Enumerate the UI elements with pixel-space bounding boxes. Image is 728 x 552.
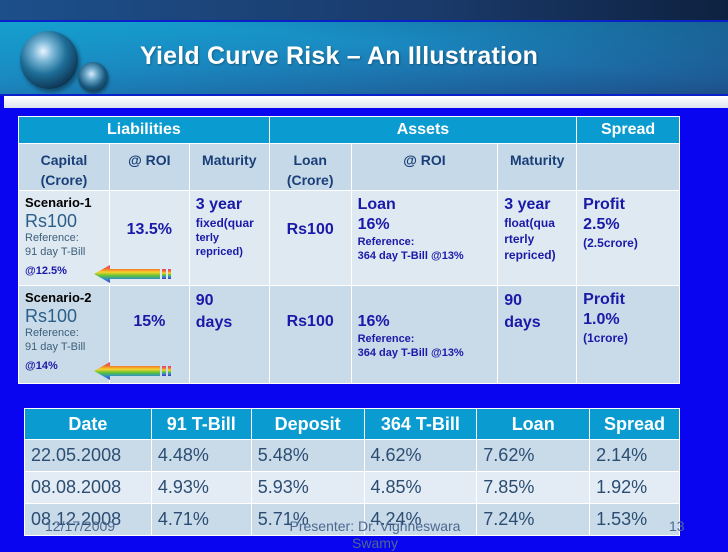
- subheader-spread: [576, 143, 680, 191]
- asset-roi-cell: 16% Reference: 364 day T-Bill @13%: [350, 285, 499, 384]
- rainbow-arrow-left-icon: [94, 265, 171, 283]
- title-underline-bar: [4, 96, 728, 108]
- header-deposit: Deposit: [250, 408, 365, 440]
- scenario-table: Liabilities Assets Spread Capital (Crore…: [18, 116, 680, 384]
- table-row: 22.05.2008 4.48% 5.48% 4.62% 7.62% 2.14%: [24, 439, 680, 472]
- loan-cell: Rs100: [268, 190, 352, 286]
- table-row: 08.12.2008 4.71% 5.71% 4.24% 7.24% 1.53%: [24, 503, 680, 536]
- subheader-loan: Loan (Crore): [268, 143, 352, 191]
- spread-cell: Profit 1.0% (1crore): [576, 285, 680, 384]
- footer-presenter: Presenter: Dr. Vighneswara Swamy: [289, 518, 461, 551]
- group-header-liabilities: Liabilities: [18, 116, 270, 144]
- subheader-asset-maturity: Maturity: [497, 143, 578, 191]
- scenario-label: Scenario-2: [25, 290, 92, 305]
- subheader-capital: Capital (Crore): [18, 143, 110, 191]
- page-number: 13: [669, 518, 685, 534]
- slide-title: Yield Curve Risk – An Illustration: [140, 42, 539, 70]
- top-band: [0, 0, 728, 20]
- table-row: 08.08.2008 4.93% 5.93% 4.85% 7.85% 1.92%: [24, 471, 680, 504]
- spread-cell: Profit 2.5% (2.5crore): [576, 190, 680, 286]
- footer-date: 12/17/2009: [45, 518, 116, 534]
- asset-maturity-cell: 3 year float(qua rterly repriced): [497, 190, 578, 286]
- header-91-tbill: 91 T-Bill: [150, 408, 252, 440]
- logo-sphere-small-icon: [78, 62, 108, 92]
- rates-table: Date 91 T-Bill Deposit 364 T-Bill Loan S…: [24, 408, 680, 536]
- header-spread: Spread: [589, 408, 680, 440]
- title-bar: Yield Curve Risk – An Illustration: [0, 20, 728, 96]
- capital-cell: Scenario-1 Rs100 Reference: 91 day T-Bil…: [18, 190, 110, 286]
- scenario-label: Scenario-1: [25, 195, 92, 210]
- rainbow-arrow-left-icon: [94, 362, 171, 380]
- maturity-cell: 3 year fixed(quar terly repriced): [188, 190, 270, 286]
- asset-roi-cell: Loan 16% Reference: 364 day T-Bill @13%: [350, 190, 499, 286]
- group-header-spread: Spread: [576, 116, 680, 144]
- header-loan: Loan: [476, 408, 591, 440]
- subheader-liability-roi: @ ROI: [108, 143, 190, 191]
- loan-cell: Rs100: [268, 285, 352, 384]
- subheader-asset-roi: @ ROI: [350, 143, 499, 191]
- asset-maturity-cell: 90 days: [497, 285, 578, 384]
- logo-sphere-large-icon: [20, 31, 78, 89]
- subheader-liability-maturity: Maturity: [188, 143, 270, 191]
- header-364-tbill: 364 T-Bill: [363, 408, 478, 440]
- scenario-row: Scenario-2 Rs100 Reference: 91 day T-Bil…: [18, 285, 680, 384]
- group-header-assets: Assets: [268, 116, 578, 144]
- header-date: Date: [24, 408, 152, 440]
- capital-cell: Scenario-2 Rs100 Reference: 91 day T-Bil…: [18, 285, 110, 384]
- maturity-cell: 90 days: [188, 285, 270, 384]
